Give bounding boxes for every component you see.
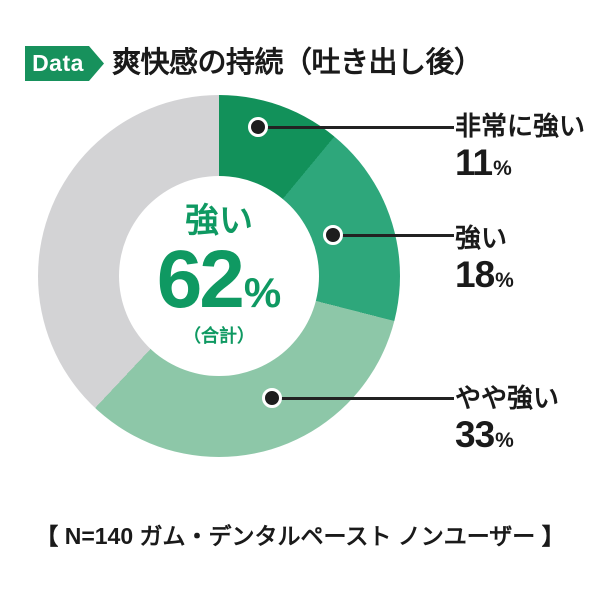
callout-very-strong-value-row: 11 % <box>455 142 600 183</box>
center-total-value: 62 <box>156 233 245 325</box>
callout-very-strong-label: 非常に強い <box>455 111 586 141</box>
center-total-note: （合計） <box>183 326 255 347</box>
data-badge-label: Data <box>32 50 84 76</box>
callout-very-strong-value: 11 <box>455 142 493 183</box>
donut-hole: 強い 62 % （合計） <box>119 176 319 376</box>
center-total-label: 強い <box>185 201 253 240</box>
callout-dot-2 <box>323 225 343 245</box>
callout-dot-3 <box>262 388 282 408</box>
center-total-value-row: 62 % <box>156 233 282 325</box>
donut-overlay: 強い 62 % （合計） <box>38 95 400 457</box>
callout-line-1 <box>258 126 454 129</box>
callout-very-strong: 非常に強い 11 % <box>455 110 600 183</box>
callout-strong-label: 強い <box>455 223 508 253</box>
page-title: 爽快感の持続（吐き出し後） <box>112 47 483 79</box>
callout-somewhat-strong-value: 33 <box>455 414 495 455</box>
callout-very-strong-unit: % <box>493 157 512 180</box>
callout-line-3 <box>272 397 454 400</box>
callout-strong: 強い 18 % <box>455 222 600 295</box>
callout-strong-value: 18 <box>455 254 495 295</box>
sample-footnote: 【 N=140 ガム・デンタルペースト ノンユーザー 】 <box>35 523 565 549</box>
center-total-unit: % <box>243 268 282 316</box>
callout-strong-unit: % <box>495 269 514 292</box>
callout-somewhat-strong-value-row: 33 % <box>455 414 600 455</box>
callout-line-2 <box>333 234 454 237</box>
callout-somewhat-strong: やや強い 33 % <box>455 382 600 455</box>
callout-dot-1 <box>248 117 268 137</box>
callout-somewhat-strong-label: やや強い <box>455 383 560 413</box>
data-badge: Data <box>25 46 104 81</box>
callout-strong-value-row: 18 % <box>455 254 600 295</box>
callout-somewhat-strong-unit: % <box>495 429 514 452</box>
